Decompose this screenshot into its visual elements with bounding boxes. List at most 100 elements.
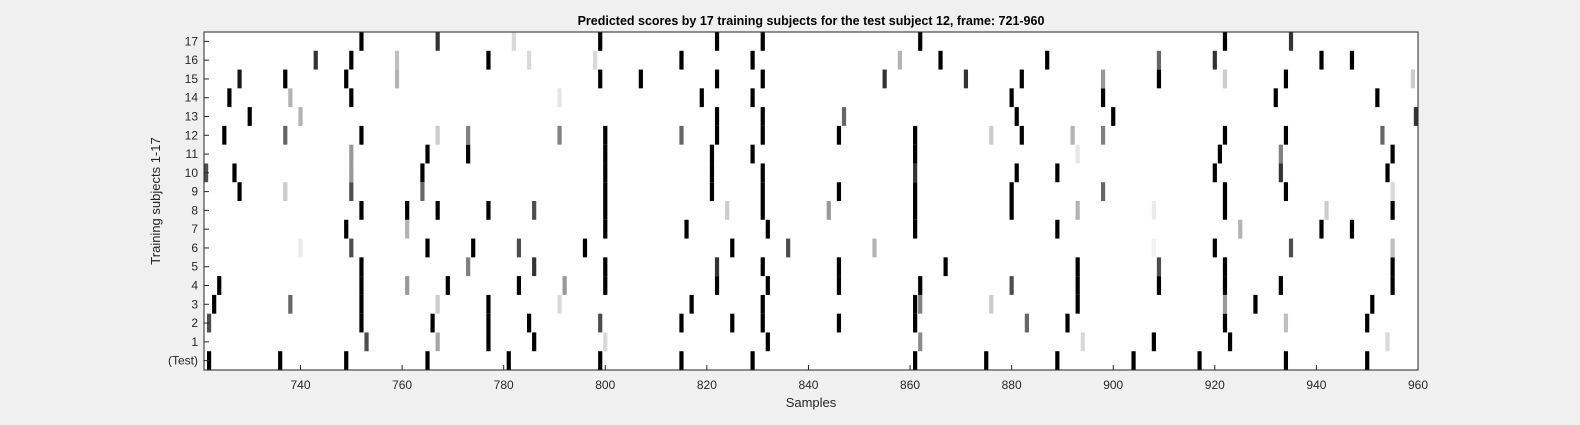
heat-mark — [344, 219, 349, 239]
heat-mark — [466, 144, 471, 164]
heat-mark — [730, 313, 735, 333]
heat-mark — [1222, 69, 1228, 89]
heat-mark — [1045, 50, 1050, 70]
y-tick-label: 6 — [191, 241, 198, 255]
heat-mark — [760, 69, 765, 89]
heat-mark — [1100, 182, 1106, 201]
heat-mark — [206, 313, 212, 333]
heat-mark — [725, 201, 730, 220]
heat-mark — [984, 351, 989, 370]
heat-mark — [217, 276, 222, 295]
heat-mark — [1283, 125, 1289, 145]
y-tick-label: 5 — [191, 260, 198, 274]
heat-mark — [826, 201, 831, 220]
heat-mark — [714, 257, 720, 277]
heat-mark — [603, 257, 608, 277]
mark-layer — [204, 32, 1418, 370]
heat-mark — [283, 125, 288, 145]
heat-mark — [532, 257, 537, 277]
heat-mark — [526, 50, 532, 70]
x-tick-label: 780 — [494, 378, 514, 392]
heat-mark — [714, 32, 720, 51]
heat-mark — [1009, 201, 1014, 220]
heat-mark — [709, 144, 715, 164]
heat-mark — [1288, 32, 1294, 51]
heat-mark — [1222, 294, 1228, 314]
heat-mark — [1278, 163, 1283, 183]
y-tick-label: 13 — [185, 110, 199, 124]
heat-mark — [1212, 163, 1217, 183]
heat-mark — [1151, 201, 1156, 220]
x-axis-label: Samples — [786, 395, 837, 410]
heat-mark — [836, 182, 842, 201]
heat-mark — [1222, 276, 1228, 295]
heat-mark — [1217, 144, 1222, 164]
heat-mark — [526, 313, 532, 333]
heat-mark — [557, 294, 562, 314]
heat-mark — [283, 182, 288, 201]
heat-mark — [405, 219, 410, 239]
heat-mark — [445, 276, 450, 295]
y-tick-label: 9 — [191, 185, 198, 199]
x-tick-label: 900 — [1103, 378, 1123, 392]
heat-mark — [349, 144, 354, 164]
heat-mark — [918, 332, 923, 352]
heat-mark — [359, 276, 364, 295]
heat-mark — [1390, 276, 1395, 295]
heat-mark — [760, 182, 765, 201]
heat-mark — [760, 32, 765, 51]
heat-mark — [557, 125, 562, 145]
heat-mark — [1055, 163, 1060, 183]
heat-mark — [206, 351, 212, 370]
heat-mark — [298, 107, 303, 126]
heat-mark — [760, 313, 765, 333]
y-tick-label: 17 — [185, 34, 199, 48]
y-tick-label: 12 — [185, 128, 199, 142]
heat-mark — [420, 182, 425, 201]
heat-mark — [425, 144, 430, 164]
heat-mark — [486, 313, 491, 333]
heat-mark — [750, 144, 755, 164]
heat-mark — [1156, 69, 1162, 89]
heat-mark — [1390, 182, 1395, 201]
heat-mark — [1227, 332, 1233, 352]
heat-mark — [1222, 182, 1228, 201]
heat-mark — [598, 313, 603, 333]
y-tick-label: 8 — [191, 203, 198, 217]
heat-mark — [836, 257, 842, 277]
heat-mark — [1100, 69, 1106, 89]
heat-mark — [836, 125, 842, 145]
heat-mark — [938, 50, 943, 70]
heat-mark — [1111, 107, 1116, 126]
heat-mark — [765, 276, 770, 295]
heat-mark — [989, 125, 994, 145]
heat-mark — [516, 276, 522, 295]
heat-mark — [1019, 69, 1024, 89]
heat-mark — [349, 163, 354, 183]
heat-mark — [1156, 50, 1162, 70]
heat-mark — [913, 219, 918, 239]
heat-mark — [1151, 332, 1156, 352]
heat-mark — [913, 144, 918, 164]
heat-mark — [1278, 276, 1283, 295]
heat-mark — [1390, 238, 1395, 258]
heat-mark — [288, 88, 293, 108]
heat-mark — [1222, 257, 1228, 277]
y-axis-label: Training subjects 1-17 — [148, 137, 163, 264]
heat-mark — [1222, 32, 1228, 51]
heat-mark — [963, 69, 969, 89]
heat-mark — [1100, 88, 1106, 108]
heat-mark — [1385, 163, 1390, 183]
heat-mark — [1410, 69, 1416, 89]
heat-mark — [882, 69, 887, 89]
heat-mark — [1156, 257, 1162, 277]
heat-mark — [897, 50, 902, 70]
heat-mark — [359, 294, 364, 314]
heat-mark — [1319, 50, 1324, 70]
heat-mark — [349, 182, 354, 201]
heat-mark — [1365, 313, 1370, 333]
heat-mark — [918, 276, 923, 295]
heat-mark — [232, 163, 237, 183]
heat-mark — [486, 332, 491, 352]
heat-mark — [1370, 294, 1375, 314]
